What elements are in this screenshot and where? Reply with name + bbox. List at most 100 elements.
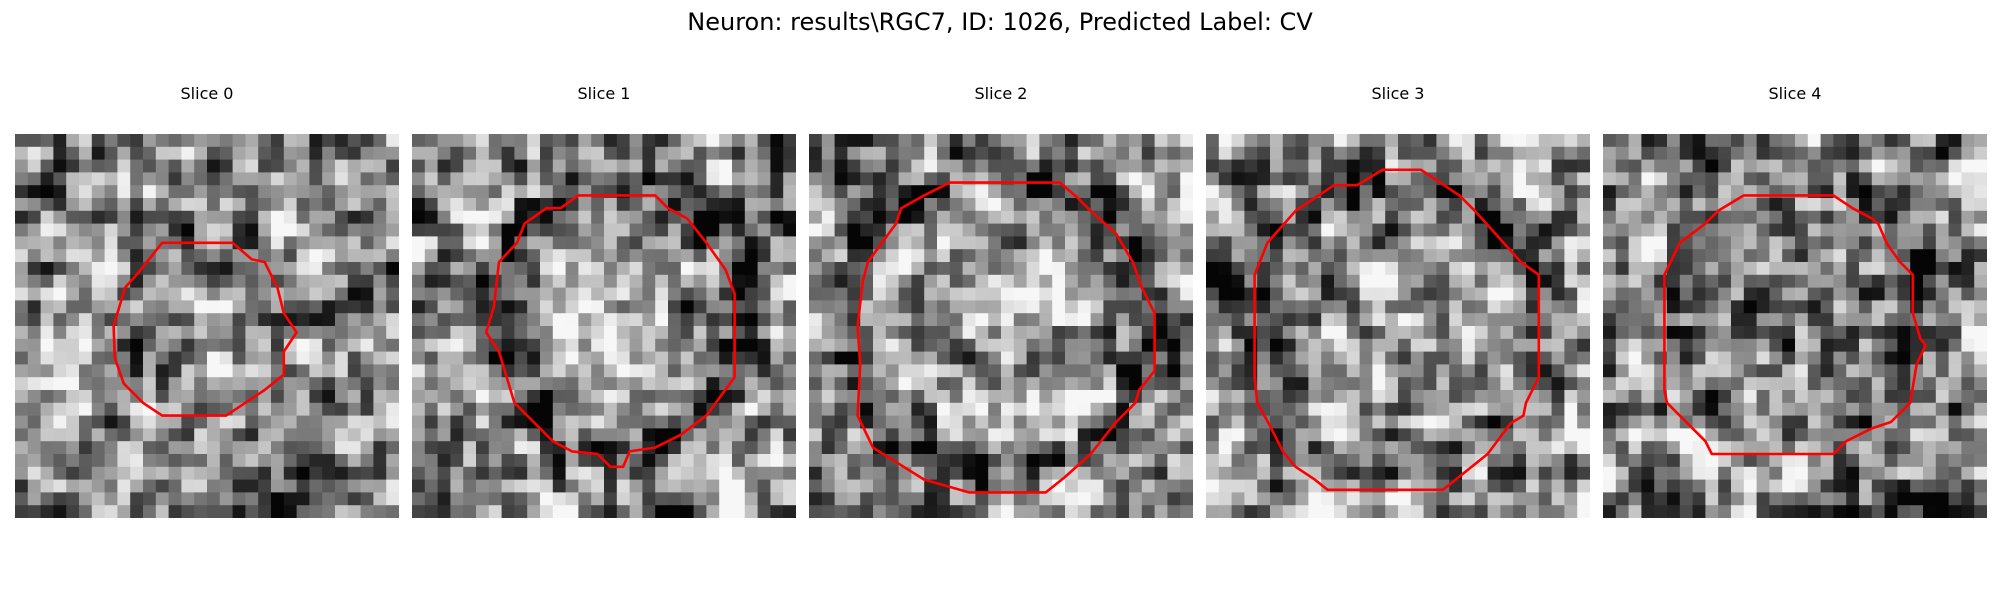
image-pixel — [335, 479, 349, 493]
image-pixel — [1628, 262, 1642, 276]
image-pixel — [604, 402, 618, 416]
image-pixel — [1551, 185, 1565, 199]
image-pixel — [616, 172, 630, 186]
image-pixel — [450, 313, 464, 327]
image-pixel — [873, 428, 887, 442]
image-pixel — [1065, 505, 1079, 518]
image-pixel — [642, 364, 656, 378]
image-pixel — [1436, 390, 1450, 404]
image-pixel — [1141, 223, 1155, 237]
image-pixel — [271, 441, 285, 455]
image-pixel — [860, 287, 874, 301]
image-pixel — [975, 505, 989, 518]
image-pixel — [719, 326, 733, 340]
image-pixel — [1500, 134, 1514, 148]
image-pixel — [1910, 249, 1924, 263]
image-pixel — [949, 198, 963, 212]
image-pixel — [1308, 402, 1322, 416]
image-pixel — [373, 185, 387, 199]
image-pixel — [66, 185, 80, 199]
image-pixel — [1564, 146, 1578, 160]
image-pixel — [1436, 454, 1450, 468]
image-pixel — [1615, 223, 1629, 237]
image-pixel — [1603, 390, 1617, 404]
image-pixel — [1615, 390, 1629, 404]
image-pixel — [488, 466, 502, 480]
image-pixel — [181, 134, 195, 148]
image-pixel — [117, 441, 131, 455]
image-pixel — [744, 134, 758, 148]
image-pixel — [347, 454, 361, 468]
image-pixel — [143, 274, 157, 288]
image-pixel — [1410, 428, 1424, 442]
image-pixel — [1039, 466, 1053, 480]
image-pixel — [1180, 479, 1193, 493]
image-pixel — [27, 390, 41, 404]
image-pixel — [1718, 313, 1732, 327]
image-pixel — [565, 326, 579, 340]
image-pixel — [1564, 185, 1578, 199]
image-pixel — [1705, 313, 1719, 327]
image-pixel — [693, 454, 707, 468]
image-pixel — [834, 313, 848, 327]
image-pixel — [988, 466, 1002, 480]
image-pixel — [732, 505, 746, 518]
image-pixel — [591, 262, 605, 276]
image-pixel — [373, 223, 387, 237]
image-pixel — [1679, 492, 1693, 506]
image-pixel — [1423, 364, 1437, 378]
image-pixel — [873, 198, 887, 212]
image-pixel — [1871, 134, 1885, 148]
image-pixel — [680, 415, 694, 429]
image-pixel — [744, 441, 758, 455]
image-pixel — [757, 274, 771, 288]
image-pixel — [1961, 402, 1975, 416]
image-pixel — [873, 364, 887, 378]
image-pixel — [194, 185, 208, 199]
image-pixel — [168, 146, 182, 160]
image-pixel — [1871, 377, 1885, 391]
image-pixel — [1756, 198, 1770, 212]
image-pixel — [975, 441, 989, 455]
image-pixel — [296, 390, 310, 404]
image-pixel — [1487, 198, 1501, 212]
image-pixel — [885, 390, 899, 404]
image-pixel — [962, 390, 976, 404]
image-pixel — [655, 249, 669, 263]
image-pixel — [527, 466, 541, 480]
image-pixel — [1948, 134, 1962, 148]
image-pixel — [1705, 262, 1719, 276]
image-pixel — [975, 338, 989, 352]
image-pixel — [1820, 210, 1834, 224]
image-pixel — [1103, 326, 1117, 340]
image-pixel — [744, 185, 758, 199]
image-pixel — [476, 185, 490, 199]
image-pixel — [1628, 236, 1642, 250]
image-pixel — [783, 390, 796, 404]
image-pixel — [1385, 364, 1399, 378]
image-pixel — [1206, 454, 1220, 468]
image-pixel — [1654, 210, 1668, 224]
image-pixel — [1270, 402, 1284, 416]
image-pixel — [117, 274, 131, 288]
image-pixel — [873, 300, 887, 314]
image-pixel — [1807, 377, 1821, 391]
image-pixel — [552, 326, 566, 340]
image-pixel — [1654, 454, 1668, 468]
image-pixel — [1090, 402, 1104, 416]
image-pixel — [949, 492, 963, 506]
image-pixel — [1948, 415, 1962, 429]
image-pixel — [1359, 198, 1373, 212]
image-pixel — [322, 415, 336, 429]
image-pixel — [911, 402, 925, 416]
image-pixel — [296, 454, 310, 468]
image-pixel — [668, 505, 682, 518]
image-pixel — [578, 262, 592, 276]
image-pixel — [53, 313, 67, 327]
image-pixel — [911, 300, 925, 314]
image-pixel — [1001, 390, 1015, 404]
image-pixel — [322, 390, 336, 404]
image-pixel — [1090, 300, 1104, 314]
image-pixel — [501, 198, 515, 212]
image-pixel — [1513, 249, 1527, 263]
